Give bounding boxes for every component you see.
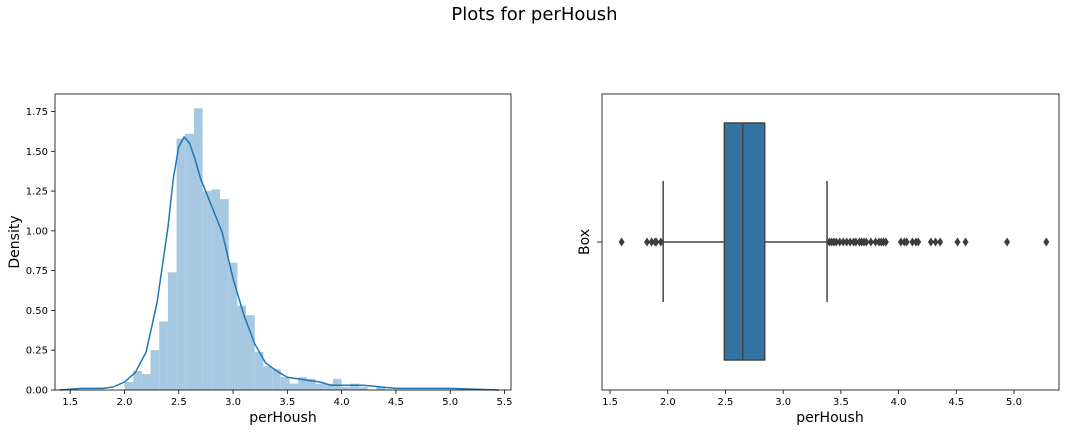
- x-tick-label: 3.5: [833, 397, 849, 408]
- outlier-point: [836, 237, 843, 247]
- kde-line: [59, 135, 500, 391]
- outlier-point: [872, 237, 879, 247]
- outlier-point: [843, 237, 850, 247]
- histogram-bar: [211, 189, 221, 390]
- y-tick-label: 0.00: [26, 386, 48, 397]
- histogram-bar: [176, 138, 186, 390]
- x-tick-label: 5.0: [1006, 397, 1022, 408]
- left-x-ticks: 1.5 2.0 2.5 3.0 3.5 4.0 4.5 5.0 5.5: [62, 390, 512, 408]
- box-outliers: [618, 237, 1050, 247]
- histogram-bar: [150, 350, 160, 390]
- y-tick-label: 1.00: [26, 226, 48, 237]
- histogram-bars: [124, 108, 386, 391]
- left-y-axis-label: Density: [7, 215, 23, 268]
- x-tick-label: 3.5: [279, 397, 295, 408]
- outlier-point: [954, 237, 961, 247]
- outlier-point: [653, 237, 660, 247]
- y-tick-label: 0.50: [26, 306, 48, 317]
- x-tick-label: 5.0: [442, 397, 458, 408]
- right-x-axis-label: perHoush: [796, 410, 863, 426]
- histogram-bar: [315, 383, 325, 390]
- x-tick-label: 4.5: [388, 397, 404, 408]
- histogram-bar: [306, 378, 316, 390]
- x-tick-label: 4.0: [334, 397, 350, 408]
- outlier-point: [863, 237, 870, 247]
- y-tick-label: 1.75: [26, 107, 48, 118]
- x-tick-label: 4.5: [948, 397, 964, 408]
- histogram-bar: [133, 370, 142, 390]
- x-tick-label: 1.5: [602, 397, 618, 408]
- histogram-bar: [141, 374, 151, 390]
- histogram-bar: [298, 377, 307, 390]
- outlier-point: [1043, 237, 1050, 247]
- histogram-bar: [324, 383, 333, 390]
- histogram-bar: [246, 315, 255, 390]
- y-tick-label: 1.50: [26, 147, 48, 158]
- box-plot-body: [662, 122, 828, 361]
- histogram-bar: [332, 378, 342, 390]
- histogram-bar: [254, 351, 264, 390]
- histogram-bar: [263, 366, 273, 390]
- outlier-point: [852, 237, 859, 247]
- x-tick-label: 4.0: [891, 397, 907, 408]
- histogram-bar: [202, 191, 212, 390]
- outlier-point: [903, 237, 910, 247]
- outlier-point: [648, 237, 655, 247]
- outlier-point: [909, 237, 916, 247]
- outlier-point: [618, 237, 625, 247]
- outlier-point: [657, 237, 664, 247]
- outlier-point: [962, 237, 969, 247]
- histogram-bar: [237, 305, 247, 390]
- x-tick-label: 3.0: [775, 397, 791, 408]
- x-tick-label: 2.0: [660, 397, 676, 408]
- iqr-box: [723, 122, 766, 361]
- histogram-bar: [359, 386, 368, 390]
- x-tick-label: 3.0: [225, 397, 241, 408]
- x-tick-label: 2.0: [117, 397, 133, 408]
- outlier-point: [882, 237, 889, 247]
- histogram-bar: [124, 382, 134, 390]
- outlier-point: [932, 237, 939, 247]
- outlier-point: [833, 237, 840, 247]
- left-plot-frame: [54, 93, 512, 391]
- outlier-point: [897, 237, 904, 247]
- x-tick-label: 2.5: [171, 397, 187, 408]
- histogram-bar: [193, 108, 203, 391]
- figure-title: Plots for perHoush: [451, 4, 618, 25]
- y-tick-label: 1.25: [26, 187, 48, 198]
- x-tick-label: 2.5: [718, 397, 734, 408]
- outlier-point: [867, 237, 874, 247]
- outlier-point: [1004, 237, 1011, 247]
- outlier-point: [847, 237, 854, 247]
- histogram-bar: [289, 383, 299, 390]
- histogram-bar: [350, 383, 359, 390]
- histogram-bar: [341, 386, 351, 390]
- left-y-ticks: 0.00 0.25 0.50 0.75 1.00 1.25 1.50 1.75: [26, 107, 55, 397]
- right-x-ticks: 1.5 2.0 2.5 3.0 3.5 4.0 4.5 5.0: [602, 390, 1022, 408]
- histogram-bar: [376, 386, 386, 390]
- left-x-axis-label: perHoush: [249, 410, 316, 426]
- histogram-bar: [228, 262, 238, 390]
- outlier-point: [937, 237, 944, 247]
- outlier-point: [840, 237, 847, 247]
- histogram-bar: [185, 133, 194, 390]
- x-tick-label: 5.5: [497, 397, 513, 408]
- histogram-bar: [280, 377, 290, 390]
- y-tick-label: 0.75: [26, 266, 48, 277]
- outlier-point: [927, 237, 934, 247]
- outlier-point: [915, 237, 922, 247]
- outlier-point: [644, 237, 651, 247]
- histogram-bar: [167, 272, 177, 390]
- histogram-bar: [159, 321, 168, 390]
- histogram-bar: [220, 199, 229, 390]
- histogram-bar: [272, 369, 281, 390]
- right-y-axis-label: Box: [577, 229, 593, 255]
- y-tick-label: 0.25: [26, 346, 48, 357]
- x-tick-label: 1.5: [62, 397, 78, 408]
